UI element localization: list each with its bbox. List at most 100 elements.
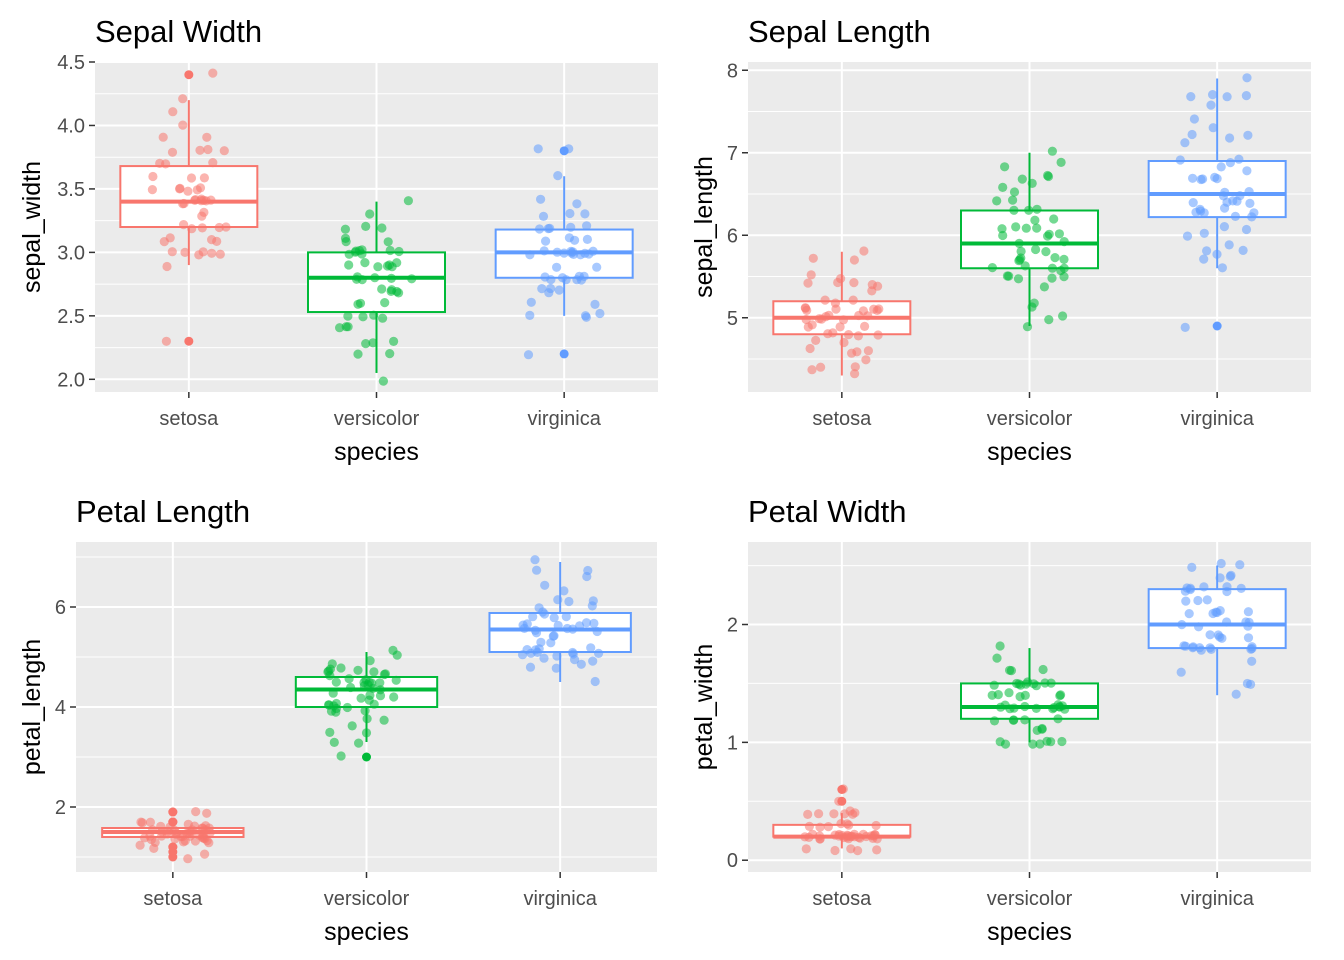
data-point <box>135 840 145 850</box>
data-point <box>803 278 813 288</box>
data-point <box>1017 174 1027 184</box>
data-point <box>1184 609 1194 619</box>
data-point <box>377 284 387 294</box>
data-point <box>198 830 208 840</box>
chart-title: Petal Width <box>748 494 907 529</box>
data-point <box>375 678 385 688</box>
data-point <box>1035 739 1045 749</box>
data-point <box>353 665 363 675</box>
data-point <box>594 648 604 659</box>
data-point <box>178 199 188 209</box>
data-point <box>997 224 1007 234</box>
data-point <box>595 308 605 319</box>
data-point <box>553 595 563 605</box>
data-point <box>369 667 379 677</box>
data-point <box>1230 211 1240 221</box>
data-point <box>355 298 366 308</box>
data-point <box>566 222 576 232</box>
data-point <box>806 270 816 280</box>
data-point <box>814 809 824 819</box>
data-point <box>570 235 580 245</box>
data-point <box>170 834 180 844</box>
data-point <box>385 245 395 256</box>
data-point <box>553 620 563 631</box>
data-point <box>1044 315 1054 325</box>
data-point <box>582 221 592 231</box>
data-point <box>379 715 389 725</box>
data-point <box>863 311 873 321</box>
data-point <box>378 376 388 386</box>
data-point <box>869 304 879 314</box>
data-point <box>539 653 549 663</box>
data-point <box>386 273 396 283</box>
data-point <box>1206 100 1216 110</box>
points-virginica <box>1176 558 1257 699</box>
data-point <box>161 159 171 169</box>
data-point <box>195 145 205 155</box>
data-point <box>180 247 190 257</box>
data-point <box>1212 607 1222 618</box>
data-point <box>835 322 845 332</box>
chart-panel-1: 2.0 2.5 3.0 3.5 4.0 4.5 setosa versicolor virgin… <box>18 14 658 466</box>
data-point <box>145 817 155 827</box>
data-point <box>1188 198 1198 208</box>
data-point <box>353 349 363 359</box>
data-point <box>341 237 351 247</box>
data-point <box>583 565 593 576</box>
y-axis-title: sepal_length <box>690 156 718 298</box>
data-point <box>1206 644 1216 655</box>
data-point <box>1186 92 1196 102</box>
data-point <box>325 727 335 738</box>
data-point <box>183 854 193 864</box>
points-virginica <box>1175 73 1259 332</box>
x-tick-label: setosa <box>159 408 219 430</box>
data-point <box>1241 224 1252 235</box>
data-point <box>1247 212 1257 222</box>
data-point <box>805 343 815 354</box>
data-point <box>1187 562 1197 573</box>
data-point <box>1242 73 1252 83</box>
data-point <box>204 823 214 833</box>
outlier-point <box>184 70 194 80</box>
data-point <box>1247 656 1257 666</box>
data-point <box>1199 582 1209 592</box>
data-point <box>360 706 370 716</box>
y-tick-label: 5 <box>727 308 738 330</box>
data-point <box>385 349 395 359</box>
x-axis-title: species <box>334 438 419 466</box>
data-point <box>1215 573 1225 583</box>
data-point <box>1176 667 1186 677</box>
y-tick-label: 7 <box>727 143 738 165</box>
data-point <box>221 222 231 232</box>
points-versicolor <box>987 641 1070 749</box>
data-point <box>1238 245 1248 255</box>
data-point <box>324 666 334 676</box>
data-point <box>168 107 178 117</box>
data-point <box>1180 586 1190 596</box>
outlier-point <box>184 336 194 346</box>
data-point <box>526 297 536 307</box>
data-point <box>589 618 599 629</box>
data-point <box>360 258 370 268</box>
data-point <box>993 690 1003 700</box>
data-point <box>1246 644 1256 654</box>
data-point <box>803 322 813 332</box>
y-tick-label: 3.0 <box>57 242 85 264</box>
data-point <box>197 223 207 233</box>
data-point <box>1024 205 1034 215</box>
y-tick-label: 2 <box>727 615 738 637</box>
data-point <box>1059 237 1069 247</box>
chart-title: Sepal Width <box>95 14 262 49</box>
outlier-point <box>559 349 569 359</box>
data-point <box>823 822 834 832</box>
data-point <box>146 835 156 845</box>
data-point <box>549 613 559 623</box>
data-point <box>380 298 390 308</box>
data-point <box>344 260 354 270</box>
data-point <box>1202 595 1212 605</box>
chart-title: Petal Length <box>76 494 250 529</box>
data-point <box>148 171 158 182</box>
data-point <box>1196 174 1206 185</box>
data-point <box>1059 272 1069 282</box>
